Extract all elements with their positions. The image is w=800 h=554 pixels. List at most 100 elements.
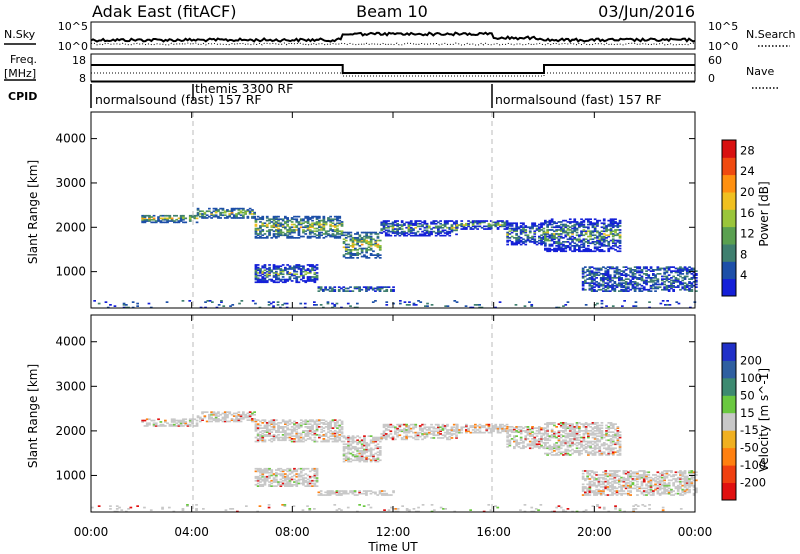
echo-cell	[270, 470, 274, 473]
echo-cell	[237, 413, 241, 416]
echo-cell	[351, 454, 355, 456]
echo-cell	[336, 227, 339, 230]
echo-cell	[327, 427, 330, 429]
echo-cell	[633, 478, 637, 480]
echo-cell	[528, 227, 532, 230]
echo-cell	[208, 416, 211, 419]
echo-cell	[221, 214, 225, 217]
echo-cell	[636, 483, 639, 486]
echo-cell	[590, 476, 594, 479]
echo-cell	[254, 436, 258, 439]
echo-cell	[356, 251, 359, 254]
echo-cell	[692, 271, 696, 274]
echo-cell	[284, 483, 287, 486]
echo-cell	[602, 233, 606, 235]
echo-cell	[446, 233, 449, 236]
echo-cell	[587, 442, 590, 444]
echo-cell	[573, 451, 577, 454]
echo-cell	[161, 218, 165, 221]
echo-cell	[263, 483, 267, 486]
echo-cell	[695, 286, 698, 288]
echo-cell	[566, 436, 570, 439]
echo-cell	[356, 455, 359, 458]
echo-cell	[363, 231, 366, 234]
echo-cell	[544, 242, 547, 245]
echo-cell	[568, 246, 572, 249]
echo-cell	[606, 475, 610, 478]
echo-cell	[320, 234, 323, 237]
echo-cell	[308, 276, 312, 278]
echo-cell	[531, 443, 534, 446]
echo-cell	[304, 270, 308, 273]
echo-cell	[263, 481, 267, 483]
echo-cell	[469, 431, 473, 434]
echo-cell	[351, 246, 355, 249]
echo-cell	[631, 284, 635, 287]
echo-cell	[548, 422, 552, 424]
echo-cell	[331, 234, 335, 237]
echo-cell	[602, 239, 606, 242]
echo-cell	[259, 474, 262, 477]
echo-cell	[306, 269, 310, 272]
echo-cell	[400, 221, 404, 224]
echo-cell	[553, 443, 556, 446]
echo-cell	[665, 287, 669, 290]
echo-cell	[593, 288, 596, 291]
echo-cell	[360, 440, 364, 443]
echo-cell	[513, 435, 516, 437]
echo-cell	[416, 234, 420, 237]
echo-cell	[681, 273, 685, 275]
echo-cell	[540, 241, 543, 243]
echo-cell	[405, 434, 408, 437]
echo-cell	[575, 222, 579, 225]
echo-cell	[382, 221, 386, 224]
echo-cell	[485, 430, 489, 433]
echo-cell	[640, 278, 644, 280]
echo-cell	[571, 440, 574, 443]
echo-cell	[546, 435, 549, 437]
echo-cell	[212, 419, 216, 421]
echo-cell	[588, 288, 592, 291]
echo-cell	[615, 270, 619, 272]
echo-cell	[265, 225, 269, 227]
echo-cell	[329, 225, 332, 227]
echo-cell	[261, 273, 265, 276]
echo-cell	[168, 217, 172, 220]
echo-cell	[478, 431, 482, 434]
echo-cell	[277, 234, 280, 237]
echo-cell	[462, 228, 466, 230]
echo-cell	[688, 287, 691, 290]
echo-cell	[533, 438, 537, 440]
echo-cell	[542, 223, 546, 226]
echo-cell	[284, 423, 287, 425]
echo-cell	[254, 423, 258, 425]
echo-cell	[400, 232, 404, 234]
echo-cell	[367, 237, 371, 239]
echo-cell	[588, 486, 592, 488]
echo-cell	[645, 270, 648, 272]
echo-cell	[559, 452, 563, 455]
echo-cell	[544, 233, 547, 235]
echo-cell	[647, 269, 651, 271]
echo-cell	[403, 301, 407, 303]
echo-cell	[640, 279, 644, 282]
echo-cell	[645, 491, 648, 494]
echo-cell	[542, 230, 546, 233]
echo-cell	[578, 222, 581, 225]
echo-cell	[256, 266, 260, 269]
echo-cell	[256, 440, 260, 443]
echo-cell	[524, 231, 528, 234]
echo-cell	[517, 238, 521, 241]
echo-cell	[681, 282, 685, 284]
echo-cell	[600, 452, 604, 455]
echo-cell	[602, 452, 606, 455]
echo-cell	[152, 221, 156, 224]
echo-cell	[597, 288, 601, 291]
echo-cell	[663, 275, 666, 278]
echo-cell	[562, 435, 565, 437]
echo-cell	[629, 494, 632, 496]
echo-cell	[281, 474, 285, 477]
echo-cell	[443, 220, 447, 222]
echo-cell	[557, 435, 561, 437]
echo-cell	[587, 227, 590, 230]
